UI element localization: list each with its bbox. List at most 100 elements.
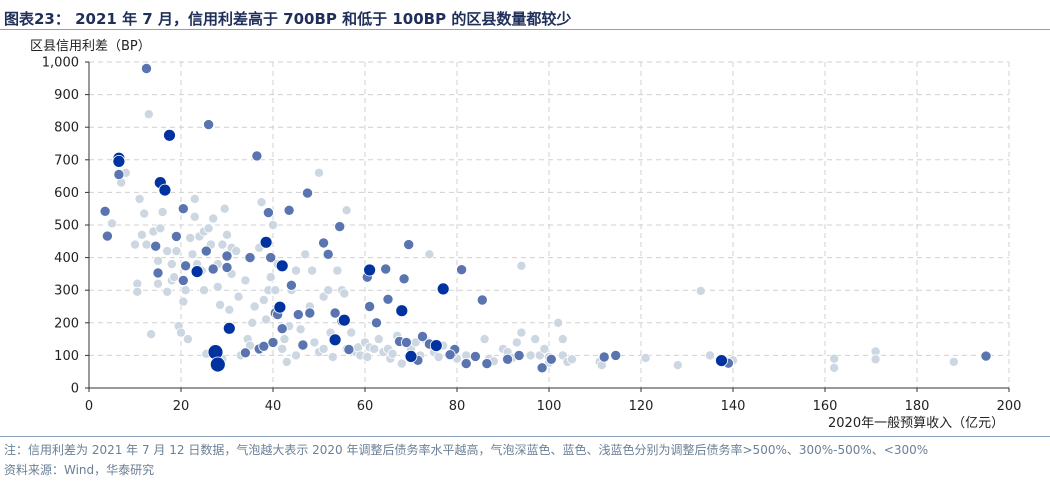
x-tick-label: 160 <box>813 399 838 414</box>
bubble-medium <box>150 240 162 252</box>
bubble-dark <box>404 349 418 363</box>
bubble-light <box>189 211 200 222</box>
bubble-medium <box>177 203 189 215</box>
bubble-medium <box>980 350 992 362</box>
bubble-light <box>134 193 145 204</box>
bubble-light <box>152 278 163 289</box>
bubble-dark <box>436 282 450 296</box>
bubble-light <box>290 265 301 276</box>
bubble-light <box>341 205 352 216</box>
y-tick-label: 500 <box>54 219 79 234</box>
x-tick-label: 140 <box>721 399 746 414</box>
bubble-light <box>256 197 267 208</box>
x-tick-label: 200 <box>997 399 1022 414</box>
bubble-dark <box>429 339 443 353</box>
data-source: 资料来源：Wind，华泰研究 <box>4 463 155 477</box>
bubble-light <box>162 286 173 297</box>
bubble-medium <box>444 349 456 361</box>
bubble-light <box>640 352 651 363</box>
bubble-light <box>479 334 490 345</box>
bubble-dark <box>337 313 351 327</box>
header-divider <box>0 29 1050 30</box>
y-tick-label: 800 <box>54 121 79 136</box>
bubble-medium <box>180 260 192 272</box>
y-tick-label: 100 <box>54 349 79 364</box>
bubble-light <box>362 351 373 362</box>
bubble-light <box>346 327 357 338</box>
bubble-medium <box>456 264 468 276</box>
bubble-medium <box>610 349 622 361</box>
figure-title: 图表23： 2021 年 7 月，信用利差高于 700BP 和低于 100BP … <box>4 10 572 28</box>
y-tick-label: 700 <box>54 153 79 168</box>
y-tick-label: 200 <box>54 316 79 331</box>
bubble-light <box>424 249 435 260</box>
bubble-light <box>203 223 214 234</box>
bubble-medium <box>536 362 548 374</box>
bubble-light <box>157 206 168 217</box>
footnote: 注：信用利差为 2021 年 7 月 12 日数据，气泡越大表示 2020 年调… <box>4 443 929 457</box>
bubble-light <box>231 246 242 257</box>
bubble-medium <box>301 187 313 199</box>
y-tick-labels: 0 100 200 300 400 500 600 700 800 900 1,000 <box>42 56 79 397</box>
bubble-medium <box>476 294 488 306</box>
bubble-light <box>185 232 196 243</box>
bubble-light <box>369 343 380 354</box>
bubble-light <box>672 360 683 371</box>
bubble-light <box>373 334 384 345</box>
x-tick-labels: 0 20 40 60 80 100 120 140 160 180 200 <box>85 399 1022 414</box>
bubble-light <box>870 354 881 365</box>
x-tick-label: 0 <box>85 399 93 414</box>
x-tick-label: 180 <box>905 399 930 414</box>
x-axis-label: 2020年一般预算收入（亿元） <box>828 416 1005 431</box>
bubble-medium <box>304 307 316 319</box>
axes <box>85 61 1010 392</box>
bubble-medium <box>262 207 274 219</box>
bubble-medium <box>318 237 330 249</box>
bubble-light <box>240 275 251 286</box>
bubble-light <box>530 334 541 345</box>
bubble-light <box>136 229 147 240</box>
bubble-medium <box>239 347 251 359</box>
bubble-medium <box>460 358 472 370</box>
bubble-medium <box>258 340 270 352</box>
bubble-light <box>249 301 260 312</box>
bubble-medium <box>416 330 428 342</box>
bubble-light <box>233 291 244 302</box>
bubble-light <box>387 348 398 359</box>
bubble-light <box>187 249 198 260</box>
bubble-light <box>261 314 272 325</box>
bubble-light <box>277 343 288 354</box>
bubble-medium <box>203 119 215 131</box>
bubble-medium <box>267 336 279 348</box>
bubble-light <box>221 229 232 240</box>
bubble-dark <box>209 356 226 373</box>
bubble-light <box>290 350 301 361</box>
bubble-dark <box>163 128 176 142</box>
bubble-medium <box>469 350 481 362</box>
bubble-light <box>516 327 527 338</box>
bubble-light <box>511 337 522 348</box>
bubble-light <box>143 109 154 120</box>
y-axis-label: 区县信用利差（BP） <box>30 39 151 54</box>
bubble-medium <box>598 351 610 363</box>
bubble-medium <box>382 293 394 305</box>
bubble-light <box>327 351 338 362</box>
bubble-light <box>141 239 152 250</box>
bubble-light <box>323 285 334 296</box>
bubble-medium <box>221 250 233 262</box>
bubble-light <box>146 329 157 340</box>
bubble-light <box>267 219 278 230</box>
bubble-light <box>215 299 226 310</box>
bubble-light <box>339 288 350 299</box>
bubble-light <box>217 239 228 250</box>
bubble-medium <box>244 252 256 264</box>
bubble-medium <box>140 63 152 75</box>
bubble-light <box>695 285 706 296</box>
bubble-medium <box>221 261 233 273</box>
bubble-medium <box>513 349 525 361</box>
bubble-light <box>567 354 578 365</box>
bubble-light <box>553 317 564 328</box>
bubble-medium <box>170 230 182 242</box>
bubble-medium <box>334 221 346 233</box>
bubble-light <box>247 317 258 328</box>
